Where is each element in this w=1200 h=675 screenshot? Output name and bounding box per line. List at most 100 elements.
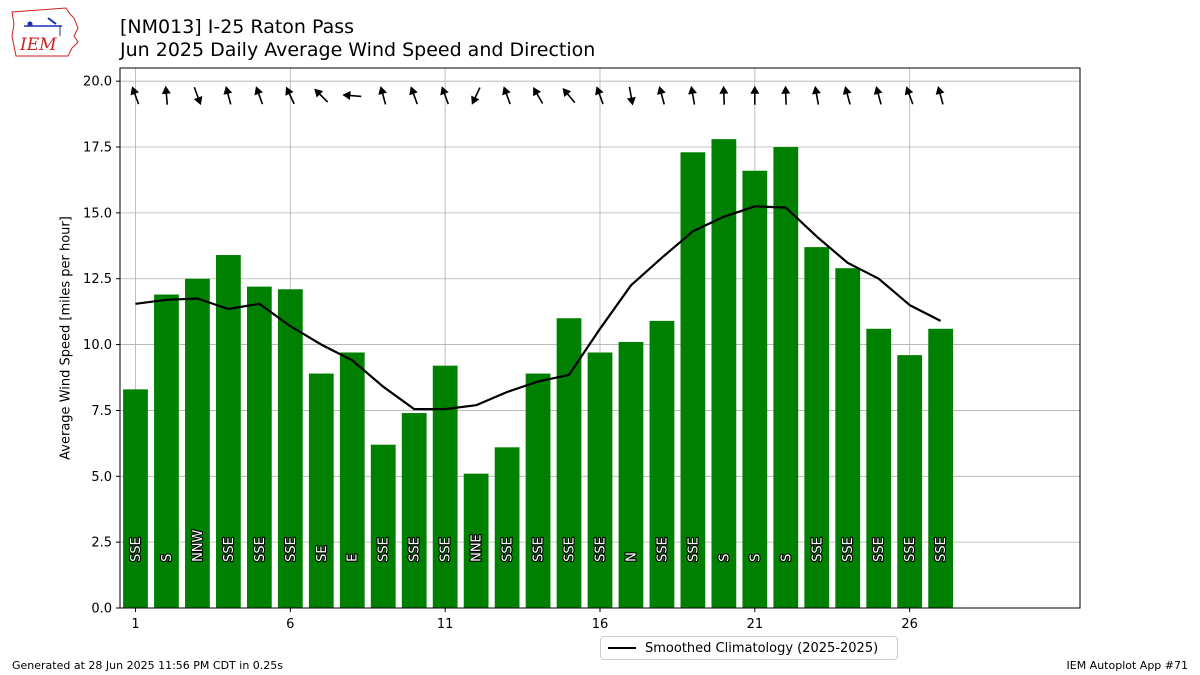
- wind-arrow-head: [562, 88, 572, 98]
- wind-arrow-day-10: [409, 86, 419, 105]
- x-tick-label: 11: [437, 617, 454, 632]
- wind-arrow-head: [533, 87, 541, 97]
- bar-day-23: [804, 247, 830, 608]
- bar-day-8: [339, 352, 365, 608]
- wind-arrow-day-25: [873, 86, 883, 105]
- x-tick-label: 1: [131, 617, 139, 632]
- chart-title: [NM013] I-25 Raton Pass: [120, 16, 355, 38]
- arrow-layer: [130, 85, 945, 106]
- wind-arrow-head: [409, 86, 418, 96]
- y-tick-label: 5.0: [91, 470, 112, 485]
- bar-day-27: [928, 328, 954, 608]
- label-layer: SSE S NNW SSE SSE SSE SE E SSE SSE SSE NNE SSE SSE SSE…: [128, 528, 950, 563]
- bar-day-11: [432, 365, 458, 608]
- bar-day-2: [154, 294, 179, 608]
- direction-label-day-12: NNE: [470, 534, 485, 562]
- bar-day-3: [185, 278, 210, 608]
- y-tick-label: 17.5: [83, 141, 112, 156]
- wind-arrow-head: [750, 85, 760, 94]
- legend-line-swatch: [608, 647, 636, 649]
- bar-day-20: [711, 139, 737, 608]
- wind-arrow-head: [781, 85, 791, 94]
- direction-label-day-4: SSE: [222, 537, 237, 562]
- wind-arrow-day-12: [471, 87, 481, 105]
- bar-day-12: [463, 473, 489, 608]
- bar-day-25: [866, 328, 892, 608]
- wind-arrow-day-21: [750, 85, 760, 105]
- iowa-outline-shape: [11, 7, 79, 57]
- logo-text: IEM: [19, 35, 57, 55]
- direction-label-day-10: SSE: [408, 537, 423, 562]
- wind-arrow-day-27: [935, 86, 945, 105]
- bar-layer: [123, 139, 954, 609]
- direction-label-day-2: S: [160, 554, 175, 562]
- y-tick-label: 15.0: [83, 206, 112, 221]
- direction-label-day-20: S: [717, 554, 732, 562]
- legend-label: Smoothed Climatology (2025-2025): [645, 640, 879, 656]
- bar-day-16: [587, 352, 613, 608]
- generated-timestamp: Generated at 28 Jun 2025 11:56 PM CDT in…: [12, 659, 284, 672]
- wind-arrow-head: [254, 86, 263, 96]
- direction-label-day-17: N: [624, 552, 639, 562]
- iem-logo: IEM: [11, 7, 79, 57]
- bar-day-17: [618, 341, 644, 608]
- wind-arrow-day-1: [130, 86, 140, 105]
- bar-day-24: [835, 268, 861, 608]
- wind-arrow-head: [626, 96, 636, 106]
- direction-label-day-3: NNW: [191, 529, 206, 561]
- wind-arrow-day-19: [688, 85, 697, 105]
- wind-arrow-day-5: [254, 86, 264, 105]
- bar-day-1: [123, 389, 148, 608]
- wind-arrow-head: [378, 86, 388, 95]
- wind-arrow-head: [657, 86, 666, 95]
- y-tick-label: 10.0: [83, 338, 112, 353]
- bar-day-13: [494, 447, 520, 608]
- wind-arrow-day-16: [595, 86, 604, 105]
- wind-arrow-day-7: [314, 88, 329, 103]
- direction-label-day-7: SE: [315, 545, 330, 561]
- direction-label-day-25: SSE: [872, 537, 887, 562]
- wind-arrow-day-17: [626, 86, 636, 106]
- wind-arrow-head: [223, 86, 233, 95]
- wind-arrow-day-13: [502, 86, 511, 105]
- direction-label-day-9: SSE: [377, 537, 392, 562]
- bar-day-4: [216, 255, 241, 608]
- bar-day-9: [370, 444, 396, 608]
- wind-arrow-head: [873, 86, 883, 95]
- direction-label-day-24: SSE: [841, 537, 856, 562]
- bar-day-10: [401, 413, 427, 608]
- wind-arrow-day-11: [440, 86, 450, 105]
- bar-day-26: [897, 355, 923, 608]
- wind-arrow-head: [440, 86, 449, 96]
- wind-arrow-head: [342, 91, 351, 101]
- direction-label-day-19: SSE: [686, 537, 701, 562]
- wind-arrow-day-14: [533, 87, 544, 104]
- axis-layer: 0.02.55.07.510.012.515.017.520.01 6 11 16 21…: [83, 67, 1081, 632]
- direction-label-day-22: S: [779, 554, 794, 562]
- wind-arrow-head: [193, 96, 203, 106]
- bar-day-7: [308, 373, 334, 608]
- y-tick-label: 7.5: [91, 404, 112, 419]
- wind-arrow-head: [314, 88, 324, 98]
- bar-day-22: [773, 147, 799, 608]
- bar-day-18: [649, 320, 675, 608]
- wind-arrow-day-6: [285, 86, 295, 105]
- wind-arrow-day-9: [378, 86, 388, 105]
- line-layer: [135, 205, 942, 411]
- bar-day-15: [556, 318, 582, 608]
- y-tick-label: 0.0: [91, 602, 112, 617]
- direction-label-day-26: SSE: [903, 537, 918, 562]
- direction-label-day-8: E: [346, 554, 361, 562]
- direction-label-day-16: SSE: [594, 537, 609, 562]
- wind-arrow-day-22: [781, 85, 791, 105]
- wind-arrow-day-4: [223, 86, 233, 105]
- wind-arrow-day-15: [562, 88, 576, 104]
- x-tick-label: 21: [747, 617, 764, 632]
- x-tick-label: 16: [592, 617, 609, 632]
- wind-arrow-head: [935, 86, 945, 95]
- x-tick-label: 6: [286, 617, 294, 632]
- wind-arrow-day-3: [193, 86, 203, 106]
- bar-day-21: [742, 170, 768, 609]
- wind-arrow-head: [812, 85, 821, 95]
